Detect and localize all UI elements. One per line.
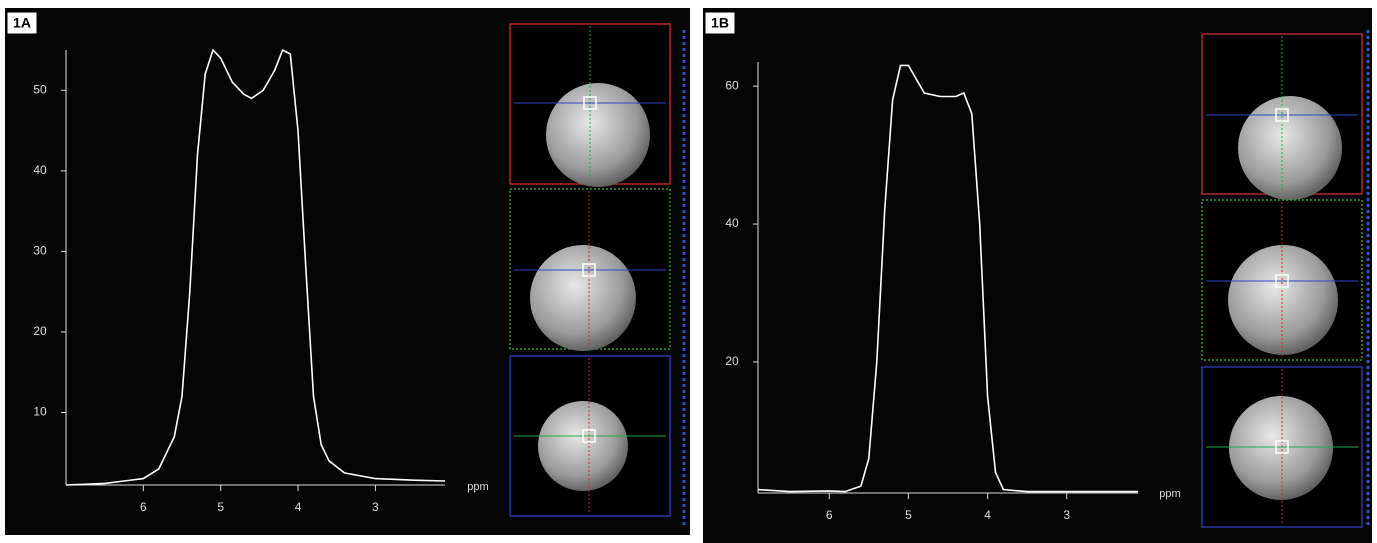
y-tick-label: 40 bbox=[725, 216, 739, 230]
phantom-sphere bbox=[546, 83, 650, 187]
phantom-sphere bbox=[1238, 96, 1342, 200]
x-axis-label: ppm bbox=[467, 481, 488, 493]
x-tick-label: 4 bbox=[295, 500, 302, 514]
figure: 1A 10 20 30 40 50 6 5 4 3 ppm 1B 20 40 60 6 5 4 3 ppm bbox=[0, 0, 1377, 543]
y-tick-label: 40 bbox=[33, 163, 47, 177]
x-tick-label: 4 bbox=[984, 508, 991, 522]
y-tick-label: 20 bbox=[725, 354, 739, 368]
y-tick-label: 20 bbox=[33, 324, 47, 338]
y-tick-label: 50 bbox=[33, 82, 47, 96]
phantom-sphere bbox=[538, 401, 628, 491]
x-tick-label: 3 bbox=[1063, 508, 1070, 522]
panel-label: 1A bbox=[13, 15, 31, 31]
x-tick-label: 5 bbox=[217, 500, 224, 514]
x-tick-label: 3 bbox=[372, 500, 379, 514]
y-tick-label: 10 bbox=[33, 405, 47, 419]
x-tick-label: 6 bbox=[826, 508, 833, 522]
x-tick-label: 5 bbox=[905, 508, 912, 522]
x-axis-label: ppm bbox=[1159, 488, 1180, 500]
panel-label: 1B bbox=[711, 15, 729, 31]
phantom-sphere bbox=[530, 245, 636, 351]
x-tick-label: 6 bbox=[140, 500, 147, 514]
y-tick-label: 60 bbox=[725, 78, 739, 92]
phantom-sphere bbox=[1229, 396, 1333, 500]
y-tick-label: 30 bbox=[33, 244, 47, 258]
phantom-sphere bbox=[1228, 245, 1338, 355]
